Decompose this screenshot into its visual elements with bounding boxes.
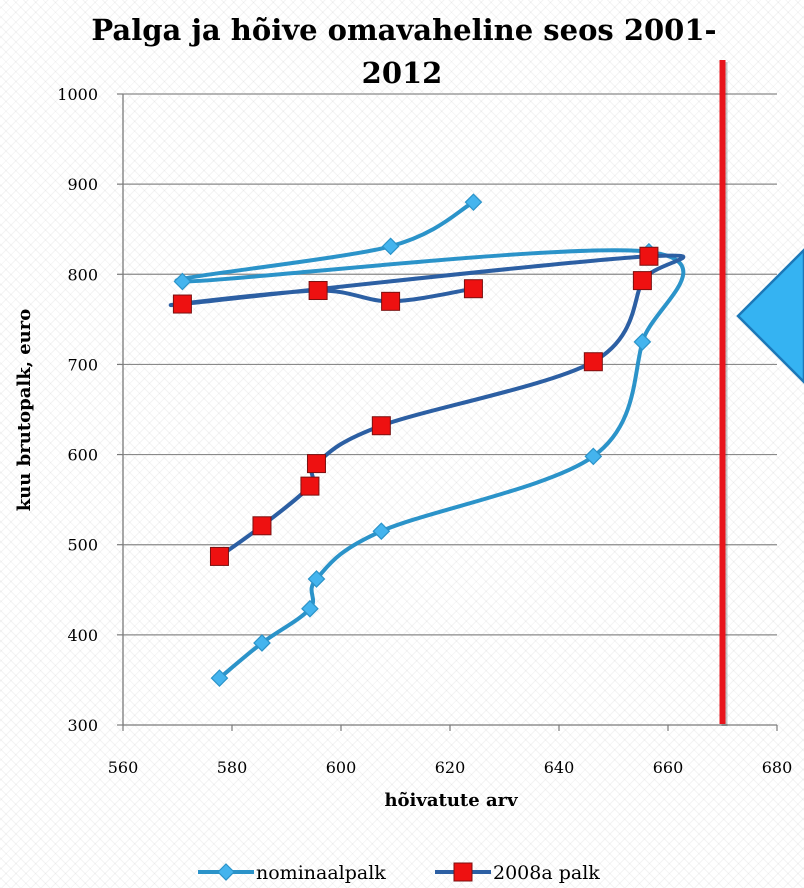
- data-point: [308, 281, 328, 301]
- chart-title-line-1: Palga ja hõive omavaheline seos 2001-: [91, 13, 716, 47]
- series-0: [173, 193, 686, 687]
- series-1: [168, 246, 686, 566]
- x-tick-label: 600: [326, 758, 357, 777]
- arrow-decoration: [736, 248, 804, 384]
- legend-item-1: 2008a palk: [435, 862, 600, 884]
- y-tick-labels: 300 400 500 600 700 800 900 1000: [57, 85, 98, 735]
- data-point: [381, 237, 400, 256]
- legend-marker: [453, 862, 473, 882]
- x-tick-label: 660: [653, 758, 684, 777]
- x-tick-label: 680: [762, 758, 793, 777]
- y-tick-label: 700: [67, 355, 98, 374]
- legend-marker: [217, 863, 235, 881]
- y-tick-label: 400: [67, 626, 98, 645]
- series-line: [168, 253, 686, 559]
- y-tick-label: 300: [67, 716, 98, 735]
- data-point: [307, 570, 326, 588]
- legend: nominaalpalk 2008a palk: [198, 862, 600, 884]
- data-point: [464, 193, 483, 212]
- data-point: [173, 272, 192, 291]
- y-tick-label: 500: [67, 536, 98, 555]
- data-point: [252, 516, 272, 536]
- data-point: [584, 447, 603, 466]
- x-tick-label: 580: [217, 758, 248, 777]
- data-point: [209, 546, 229, 566]
- data-point: [371, 416, 391, 436]
- x-axis-title: hõivatute arv: [384, 790, 518, 811]
- y-tick-label: 1000: [57, 85, 98, 104]
- data-point: [172, 294, 192, 314]
- data-point: [372, 522, 391, 541]
- reference-line-group: [719, 60, 728, 726]
- data-point: [253, 634, 271, 652]
- x-tick-labels: 560 580 600 620 640 660 680: [108, 758, 793, 777]
- data-point: [639, 246, 659, 266]
- legend-item-0: nominaalpalk: [198, 862, 386, 884]
- x-tick-label: 640: [544, 758, 575, 777]
- axes: [117, 93, 778, 731]
- data-point: [633, 333, 652, 351]
- left-arrow-icon: [736, 248, 804, 384]
- series-line: [174, 200, 686, 681]
- legend-label: nominaalpalk: [256, 862, 386, 884]
- x-tick-label: 560: [108, 758, 139, 777]
- y-tick-label: 900: [67, 175, 98, 194]
- data-point: [381, 291, 401, 311]
- chart-title-line-2: 2012: [362, 56, 443, 90]
- y-axis-title: kuu brutopalk, euro: [14, 309, 35, 512]
- y-tick-label: 800: [67, 265, 98, 284]
- data-point: [306, 454, 326, 474]
- data-point: [301, 599, 319, 618]
- x-tick-label: 620: [435, 758, 466, 777]
- data-point: [300, 476, 320, 496]
- data-point: [463, 279, 483, 299]
- data-point: [583, 352, 603, 372]
- y-tick-label: 600: [67, 446, 98, 465]
- data-point: [632, 271, 652, 291]
- data-point: [210, 669, 229, 687]
- legend-label: 2008a palk: [493, 862, 600, 884]
- series-group: [168, 193, 686, 687]
